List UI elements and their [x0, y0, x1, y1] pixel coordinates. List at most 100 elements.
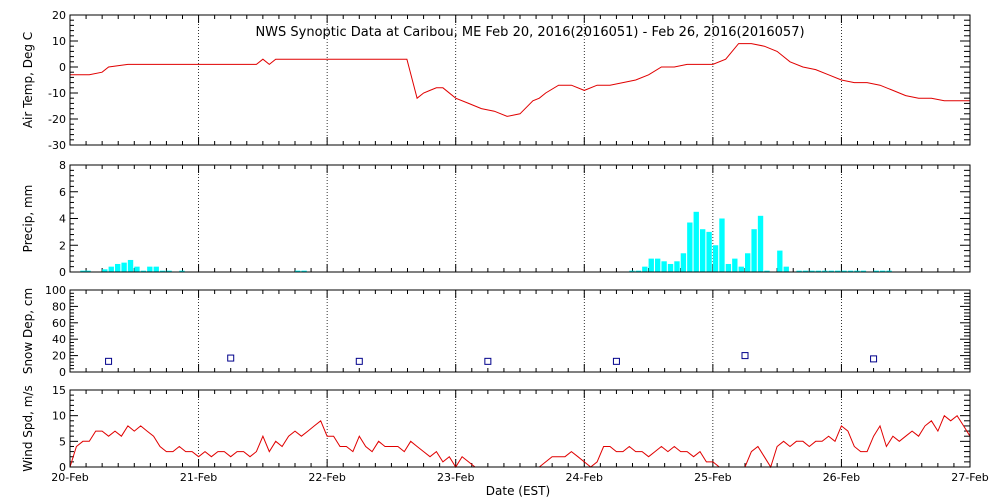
- precip-bar: [147, 266, 153, 272]
- y-tick-label: -20: [48, 113, 66, 126]
- y-tick-label: -30: [48, 139, 66, 152]
- precip-bar: [127, 259, 134, 272]
- y-tick-label: 0: [59, 461, 66, 474]
- precip-bar: [873, 270, 879, 272]
- panel-frame: [69, 164, 971, 273]
- precip-bar: [854, 270, 860, 272]
- precip-bar: [661, 261, 667, 272]
- y-tick-label: 0: [59, 266, 66, 279]
- y-tick-label: 10: [52, 410, 66, 423]
- precip-bar: [140, 270, 147, 272]
- precip-bar: [134, 266, 140, 272]
- snow-point: [105, 357, 113, 365]
- y-tick-label: 10: [52, 35, 66, 48]
- y-axis-label: Wind Spd, m/s: [21, 385, 35, 471]
- snow-point: [741, 352, 749, 360]
- precip-bar: [745, 253, 751, 272]
- x-tick-label: 20-Feb: [51, 471, 88, 484]
- precip-bar: [166, 270, 172, 272]
- x-tick-label: 26-Feb: [823, 471, 860, 484]
- y-tick-label: 100: [45, 284, 66, 297]
- y-tick-label: 0: [59, 61, 66, 74]
- y-tick-label: 4: [59, 213, 66, 226]
- precip-bar: [648, 258, 654, 272]
- y-tick-label: -10: [48, 87, 66, 100]
- precip-bar: [802, 270, 809, 272]
- panel-2: 0 20 40 60 80 100 Snow Dep, cm: [21, 284, 971, 379]
- panel-3: 0 5 10 15 Wind Spd, m/s: [21, 384, 971, 474]
- precip-bar: [121, 262, 127, 272]
- precip-bar: [783, 266, 789, 272]
- precip-bar: [295, 270, 301, 272]
- precip-bar: [860, 270, 867, 272]
- precip-bar: [809, 270, 815, 272]
- y-tick-label: 15: [52, 384, 66, 397]
- y-tick-label: 20: [52, 350, 66, 363]
- precip-bar: [764, 270, 770, 272]
- precip-bar: [687, 222, 693, 272]
- x-tick-label: 25-Feb: [694, 471, 731, 484]
- precip-bar: [179, 270, 185, 272]
- snow-point: [612, 357, 620, 365]
- precip-bar: [719, 218, 725, 272]
- precip-bar: [80, 270, 86, 272]
- snow-point: [870, 355, 878, 363]
- precip-bar: [674, 261, 680, 272]
- panel-frame: [69, 289, 971, 373]
- x-tick-label: 21-Feb: [180, 471, 217, 484]
- y-axis-label: Air Temp, Deg C: [21, 32, 35, 128]
- precip-bar: [700, 229, 706, 272]
- precip-bar: [757, 215, 764, 272]
- precip-bar: [102, 269, 108, 272]
- y-tick-label: 20: [52, 9, 66, 22]
- x-tick-label: 24-Feb: [566, 471, 603, 484]
- precip-bar: [732, 258, 738, 272]
- y-tick-label: 40: [52, 333, 66, 346]
- precip-bar: [847, 270, 854, 272]
- precip-bar: [680, 253, 687, 272]
- precip-bar: [301, 270, 307, 272]
- x-axis-label: Date (EST): [486, 484, 550, 498]
- precip-bar: [160, 270, 166, 272]
- precip-bar: [635, 270, 642, 272]
- precip-bar: [706, 231, 712, 272]
- snow-point: [355, 357, 363, 365]
- x-tick-label: 23-Feb: [437, 471, 474, 484]
- panels: -30 -20 -10 0 10 20 Air Temp, Deg C 0 2 4 6 8 Precip…: [21, 9, 989, 484]
- y-tick-label: 8: [59, 159, 66, 172]
- panel-0: -30 -20 -10 0 10 20 Air Temp, Deg C: [21, 9, 971, 152]
- series-line: [70, 43, 970, 117]
- precip-bar: [828, 270, 834, 272]
- y-tick-label: 6: [59, 186, 66, 199]
- precip-bar: [725, 263, 732, 272]
- precip-bar: [822, 270, 828, 272]
- snow-point: [227, 354, 235, 362]
- precip-bar: [667, 263, 674, 272]
- precip-bar: [815, 270, 822, 272]
- precip-bar: [108, 266, 114, 272]
- y-tick-label: 5: [59, 435, 66, 448]
- precip-bar: [738, 266, 744, 272]
- precip-bar: [880, 270, 886, 272]
- panel-frame: [69, 14, 971, 146]
- y-tick-label: 2: [59, 239, 66, 252]
- y-tick-label: 60: [52, 317, 66, 330]
- y-axis-label: Snow Dep, cm: [21, 288, 35, 374]
- precip-bar: [841, 270, 847, 272]
- precip-bar: [835, 270, 841, 272]
- x-tick-label: 22-Feb: [308, 471, 345, 484]
- precip-bar: [693, 211, 699, 272]
- snow-point: [484, 357, 492, 365]
- precip-bar: [712, 245, 719, 272]
- precip-bar: [886, 270, 892, 272]
- precip-bar: [655, 258, 661, 272]
- y-tick-label: 0: [59, 366, 66, 379]
- precip-bar: [85, 270, 91, 272]
- y-axis-label: Precip, mm: [21, 185, 35, 253]
- panel-1: 0 2 4 6 8 Precip, mm: [21, 159, 971, 279]
- x-tick-label: 27-Feb: [951, 471, 988, 484]
- panel-frame: [69, 389, 971, 468]
- precip-bar: [115, 263, 121, 272]
